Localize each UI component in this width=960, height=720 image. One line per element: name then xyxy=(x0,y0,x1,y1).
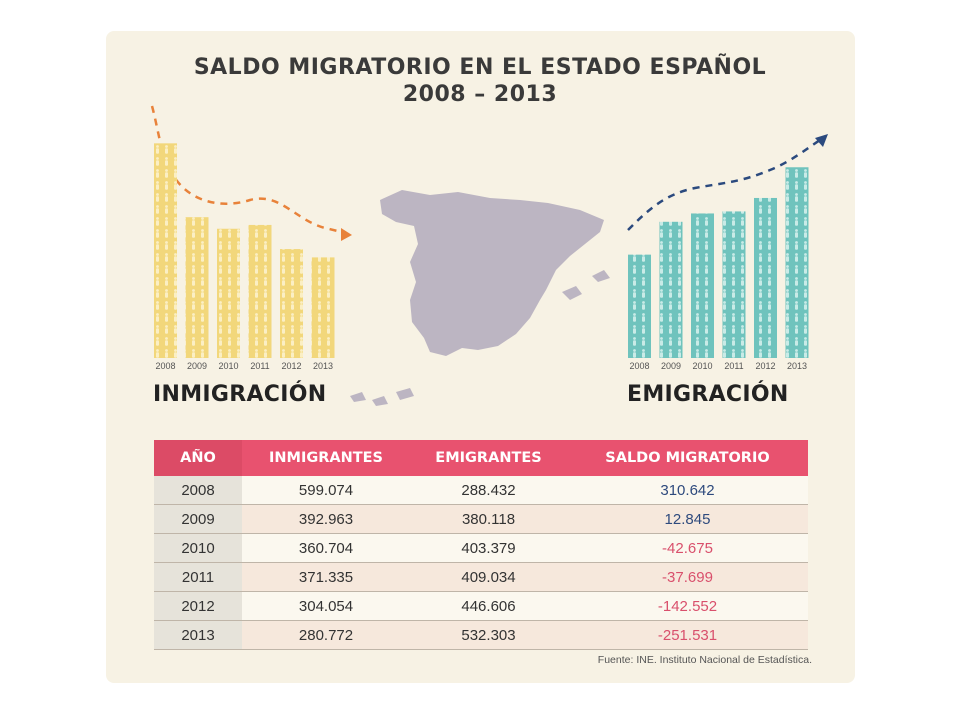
inmigracion-bar-2012 xyxy=(280,249,303,358)
table-header-row: AÑO INMIGRANTES EMIGRANTES SALDO MIGRATO… xyxy=(154,440,808,476)
cell-saldo: 310.642 xyxy=(566,476,808,505)
emigracion-bar-2008 xyxy=(628,254,651,358)
emigracion-bars: 2008 2009 2010 2011 2012 2013 xyxy=(628,167,809,371)
cell-inmigrantes: 392.963 xyxy=(242,504,411,534)
table-row: 2009 392.963 380.118 12.845 xyxy=(154,504,808,534)
header-emigrantes: EMIGRANTES xyxy=(410,440,567,476)
emigracion-tick-label: 2010 xyxy=(692,361,712,371)
cell-year: 2008 xyxy=(154,476,242,505)
cell-saldo: 12.845 xyxy=(566,504,808,534)
inmigracion-tick-label: 2008 xyxy=(155,361,175,371)
table-row: 2010 360.704 403.379 -42.675 xyxy=(154,533,808,563)
emigracion-tick-label: 2012 xyxy=(755,361,775,371)
inmigracion-tick-label: 2010 xyxy=(218,361,238,371)
cell-saldo: -42.675 xyxy=(566,533,808,563)
inmigracion-label: INMIGRACIÓN xyxy=(153,382,327,407)
migration-table: AÑO INMIGRANTES EMIGRANTES SALDO MIGRATO… xyxy=(154,440,808,650)
cell-year: 2011 xyxy=(154,562,242,592)
emigracion-arrowhead xyxy=(815,134,828,147)
inmigracion-arrowhead xyxy=(341,228,352,241)
emigracion-tick-label: 2013 xyxy=(787,361,807,371)
inmigracion-bar-2011 xyxy=(248,224,272,358)
cell-inmigrantes: 371.335 xyxy=(242,562,411,592)
cell-emigrantes: 446.606 xyxy=(410,591,567,621)
emigracion-trend-arrow xyxy=(627,138,821,231)
cell-saldo: -37.699 xyxy=(566,562,808,592)
cell-inmigrantes: 360.704 xyxy=(242,533,411,563)
cell-year: 2013 xyxy=(154,620,242,650)
inmigracion-bars: 2008 2009 2010 2011 2012 2013 xyxy=(154,143,335,371)
cell-saldo: -251.531 xyxy=(566,620,808,650)
emigracion-bar-2010 xyxy=(691,213,714,358)
emigracion-bar-2013 xyxy=(785,167,809,358)
emigracion-tick-label: 2011 xyxy=(724,361,743,371)
cell-inmigrantes: 280.772 xyxy=(242,620,411,650)
header-year: AÑO xyxy=(154,440,242,476)
cell-emigrantes: 409.034 xyxy=(410,562,567,592)
cell-emigrantes: 288.432 xyxy=(410,476,567,505)
emigracion-tick-label: 2008 xyxy=(629,361,649,371)
cell-emigrantes: 532.303 xyxy=(410,620,567,650)
inmigracion-trend-arrow xyxy=(150,105,349,236)
table-row: 2008 599.074 288.432 310.642 xyxy=(154,476,808,505)
inmigracion-bar-2008 xyxy=(154,143,177,358)
inmigracion-bar-2010 xyxy=(217,228,240,358)
title-line-1: SALDO MIGRATORIO EN EL ESTADO ESPAÑOL xyxy=(193,55,767,80)
emigracion-bar-2012 xyxy=(754,197,777,358)
table-row: 2011 371.335 409.034 -37.699 xyxy=(154,562,808,592)
table-row: 2013 280.772 532.303 -251.531 xyxy=(154,620,808,650)
emigracion-bar-2011 xyxy=(722,211,746,358)
inmigracion-bar-2009 xyxy=(185,217,209,358)
header-saldo: SALDO MIGRATORIO xyxy=(566,440,808,476)
source-note: Fuente: INE. Instituto Nacional de Estad… xyxy=(597,654,812,666)
cell-inmigrantes: 304.054 xyxy=(242,591,411,621)
cell-saldo: -142.552 xyxy=(566,591,808,621)
table-row: 2012 304.054 446.606 -142.552 xyxy=(154,591,808,621)
cell-emigrantes: 403.379 xyxy=(410,533,567,563)
spain-map xyxy=(350,190,610,406)
cell-year: 2009 xyxy=(154,504,242,534)
inmigracion-bar-2013 xyxy=(311,257,335,358)
inmigracion-tick-label: 2011 xyxy=(250,361,269,371)
title-line-2: 2008 – 2013 xyxy=(402,82,558,107)
cell-emigrantes: 380.118 xyxy=(410,504,567,534)
cell-inmigrantes: 599.074 xyxy=(242,476,411,505)
emigracion-label: EMIGRACIÓN xyxy=(627,382,789,407)
emigracion-bar-2009 xyxy=(659,221,683,358)
emigracion-tick-label: 2009 xyxy=(661,361,681,371)
cell-year: 2012 xyxy=(154,591,242,621)
inmigracion-tick-label: 2013 xyxy=(313,361,333,371)
inmigracion-tick-label: 2012 xyxy=(281,361,301,371)
cell-year: 2010 xyxy=(154,533,242,563)
header-inmigrantes: INMIGRANTES xyxy=(242,440,411,476)
inmigracion-tick-label: 2009 xyxy=(187,361,207,371)
